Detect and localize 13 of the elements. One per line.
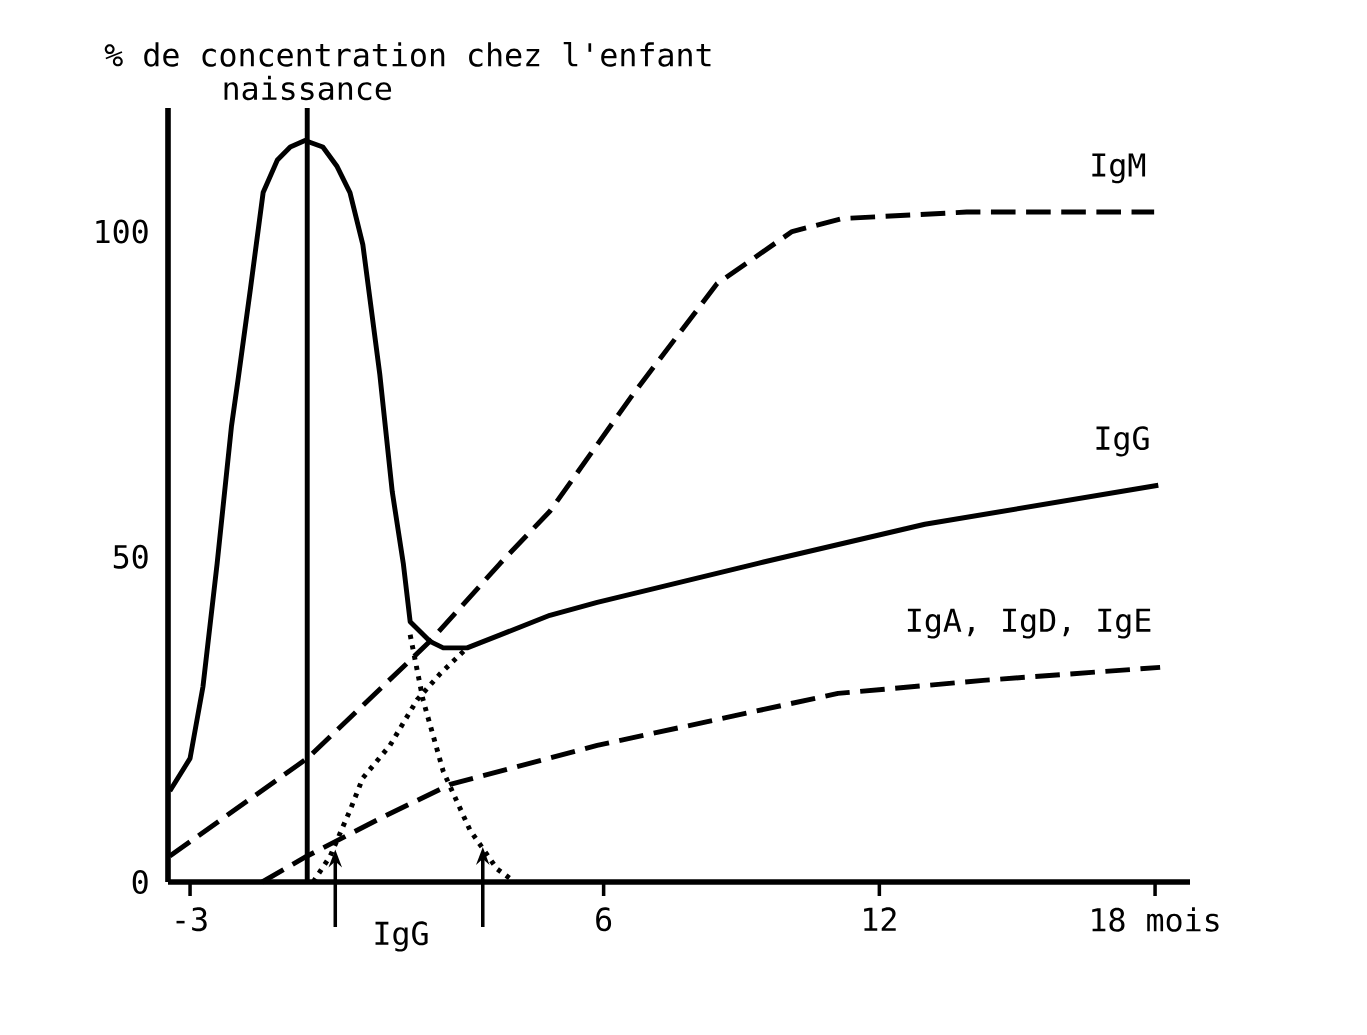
- y-tick-label: 0: [132, 870, 148, 894]
- x-tick-label: 6: [596, 907, 612, 932]
- series-label: IgG: [1096, 426, 1149, 457]
- series-label: IgA, IgD, IgE: [907, 608, 1151, 639]
- y-tick-label: 100: [96, 219, 148, 244]
- series-label: IgM: [1092, 153, 1146, 184]
- x-tick-label: 12: [864, 907, 896, 931]
- annotation: IgG: [375, 921, 428, 952]
- x-tick-label: 18 mois: [1092, 907, 1219, 932]
- ref-line-label: naissance: [224, 75, 392, 101]
- x-tick-label: -3: [176, 907, 207, 932]
- y-axis-title: % de concentration chez l'enfant: [104, 42, 711, 67]
- y-tick-label: 50: [113, 544, 148, 569]
